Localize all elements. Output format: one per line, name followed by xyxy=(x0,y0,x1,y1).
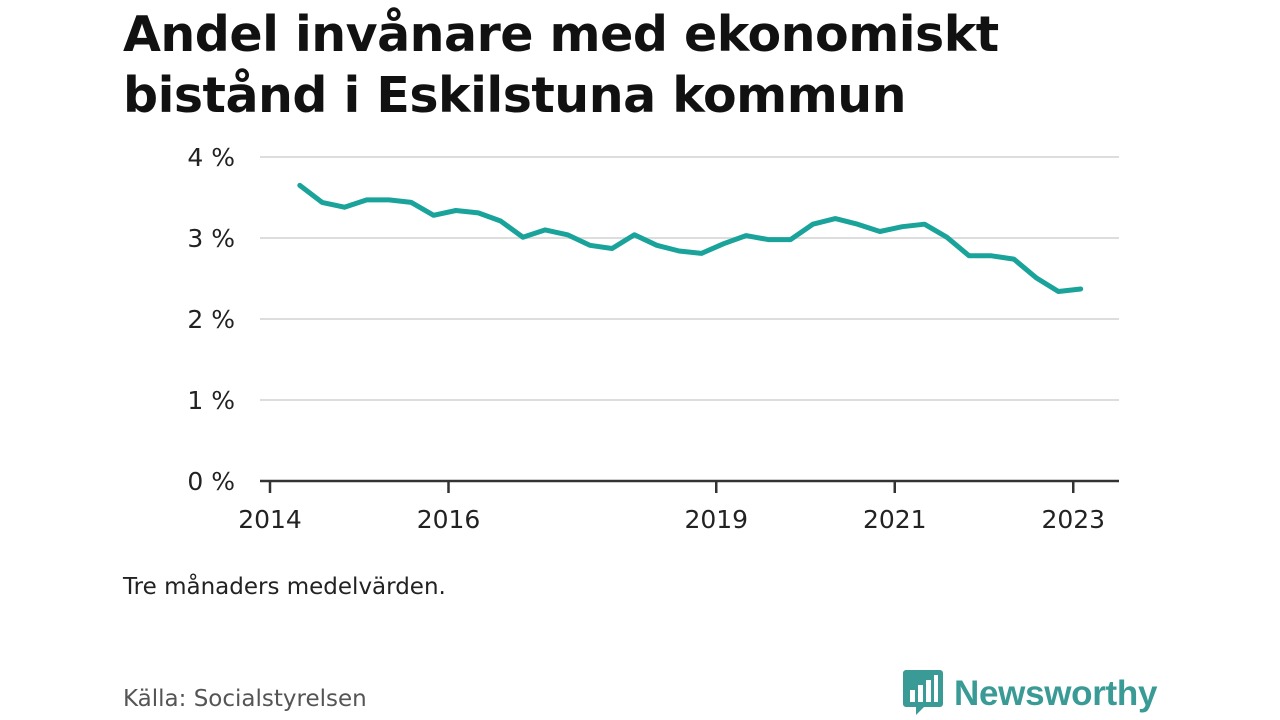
grid-layer xyxy=(260,156,1119,401)
y-tick-label: 2 % xyxy=(187,305,235,334)
series-layer xyxy=(297,182,1084,294)
chart-note: Tre månaders medelvärden. xyxy=(123,574,446,600)
series-line xyxy=(297,182,1084,294)
x-tick-label: 2021 xyxy=(863,505,927,534)
x-ticks: 2014 2016 2019 2021 2023 xyxy=(238,481,1105,534)
y-tick-label: 3 % xyxy=(187,224,235,253)
source-text: Källa: Socialstyrelsen xyxy=(123,686,367,712)
x-tick-label: 2019 xyxy=(684,505,748,534)
x-tick-label: 2023 xyxy=(1041,505,1105,534)
y-tick-label: 1 % xyxy=(187,386,235,415)
brand-logo[interactable]: Newsworthy xyxy=(902,670,1157,718)
y-tick-label: 4 % xyxy=(187,143,235,172)
x-tick-label: 2016 xyxy=(417,505,481,534)
brand-name: Newsworthy xyxy=(954,674,1158,713)
chart-title: Andel invånare med ekonomiskt bistånd i … xyxy=(123,6,999,124)
y-tick-labels: 0 % 1 % 2 % 3 % 4 % xyxy=(187,143,235,496)
x-tick-label: 2014 xyxy=(238,505,302,534)
y-tick-label: 0 % xyxy=(187,467,235,496)
bar-chart-speech-bubble-icon xyxy=(902,668,944,720)
